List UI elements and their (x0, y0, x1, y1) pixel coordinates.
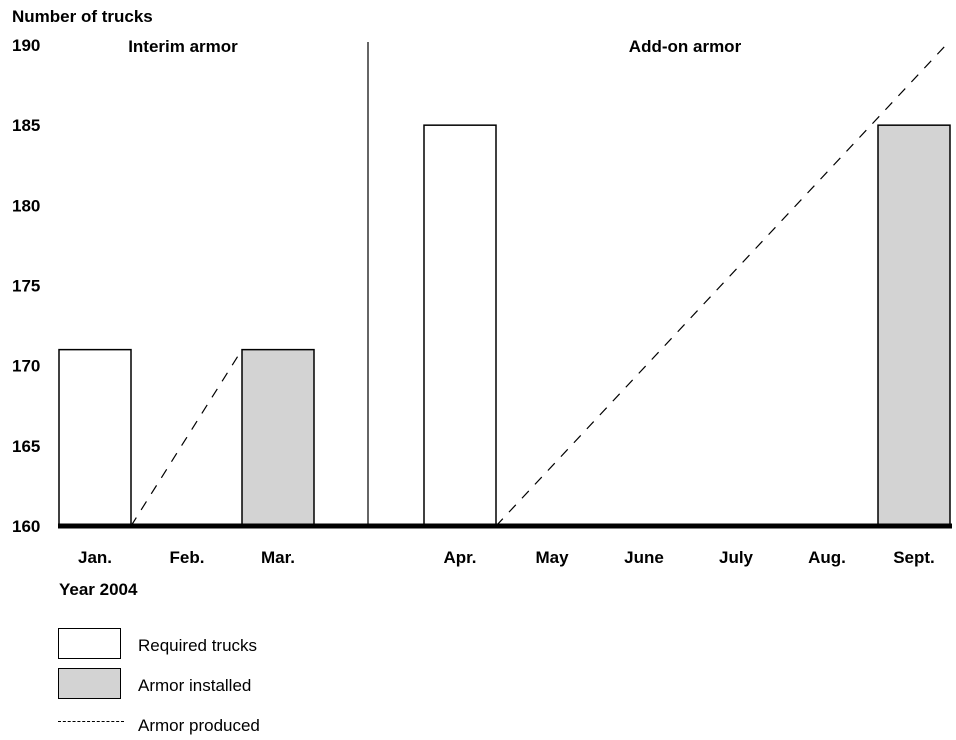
x-tick-label: June (624, 548, 664, 567)
legend-item-required: Required trucks (58, 628, 458, 660)
y-tick-label: 160 (12, 517, 40, 536)
legend-label-required: Required trucks (138, 636, 258, 655)
y-tick-label: 185 (12, 116, 40, 135)
x-tick-label: Mar. (261, 548, 295, 567)
x-tick-label: Feb. (170, 548, 205, 567)
legend-item-installed: Armor installed (58, 668, 458, 700)
x-tick-label: Jan. (78, 548, 112, 567)
bar-installed (877, 124, 951, 527)
x-tick-label: Aug. (808, 548, 846, 567)
bar-required (58, 348, 132, 527)
armor-produced-line (495, 44, 947, 527)
x-tick-label: Sept. (893, 548, 935, 567)
legend-swatch-required (58, 628, 121, 659)
legend-label-installed: Armor installed (138, 676, 252, 695)
y-axis-title: Number of trucks (12, 7, 153, 26)
legend-label-produced: Armor produced (138, 716, 260, 735)
y-tick-label: 180 (12, 196, 40, 215)
y-tick-label: 175 (12, 277, 40, 296)
y-tick-label: 170 (12, 357, 40, 376)
legend-item-produced: Armor produced (58, 708, 458, 740)
section-label-addon: Add-on armor (629, 37, 742, 56)
armor-produced-line (130, 349, 243, 527)
x-axis-title: Year 2004 (59, 580, 138, 599)
x-tick-label: May (535, 548, 569, 567)
bar-installed (241, 348, 315, 527)
y-tick-label: 190 (12, 36, 40, 55)
x-tick-label: Apr. (443, 548, 476, 567)
legend-swatch-produced (58, 721, 124, 722)
chart-area: 160 165 170 175 180 185 190 Interim armor Add-on… (12, 36, 952, 567)
bar-required (423, 124, 497, 527)
x-tick-label: July (719, 548, 754, 567)
legend-swatch-installed (58, 668, 121, 699)
section-label-interim: Interim armor (128, 37, 238, 56)
y-tick-label: 165 (12, 437, 40, 456)
